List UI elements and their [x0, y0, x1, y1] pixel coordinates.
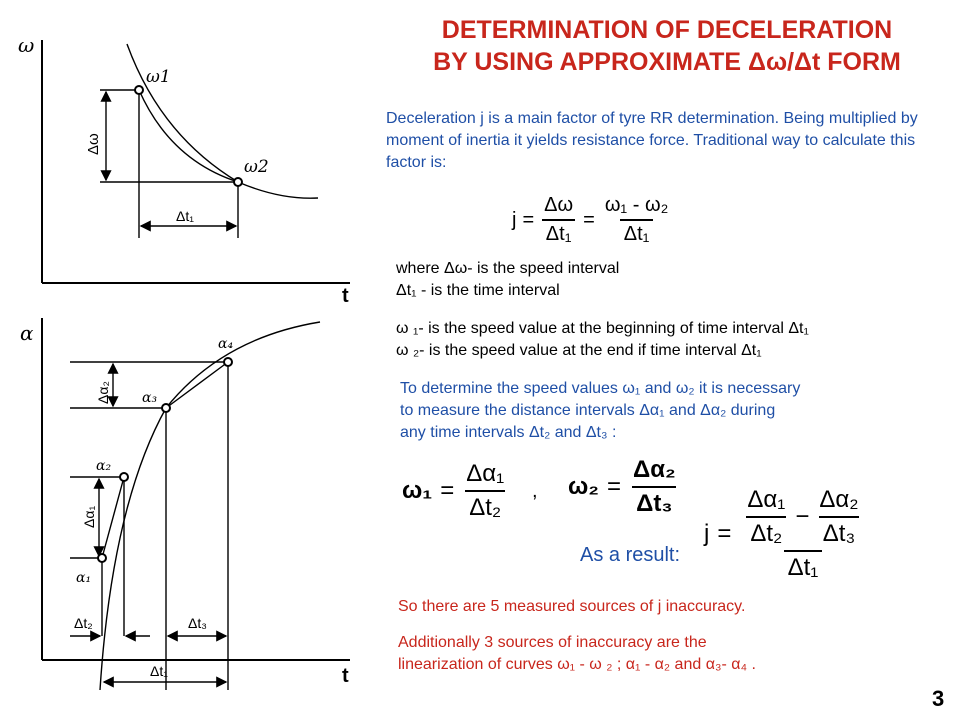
conclusion-2-line-2: linearization of curves ω₁ - ω ₂ ; α₁ - …	[398, 656, 756, 673]
formula1-den2: Δt₁	[619, 219, 654, 246]
omega2-frac: Δα₂ Δt₃	[629, 456, 680, 518]
speed-time-graph	[41, 40, 350, 284]
title-line-1: DETERMINATION OF DECELERATION	[441, 16, 893, 44]
omega2-label: ω2	[244, 157, 269, 177]
omega2-symbol: ω₂	[568, 473, 599, 500]
deceleration-diagrams: ω t ω1 ω2 Δω Δt₁ α t α₁ α₂ α₃ α₄ Δα₂ Δα₁…	[18, 33, 350, 691]
formula1-frac2: ω₁ - ω₂ Δt₁	[601, 194, 673, 246]
delta-t2-label: Δt₂	[74, 615, 93, 631]
definition-omega1: ω ₁- is the speed value at the beginning…	[396, 320, 809, 337]
distance-time-graph	[41, 318, 350, 691]
delta-alpha1-label: Δα₁	[81, 506, 97, 528]
result-minus: −	[795, 503, 810, 530]
result-b-num: Δα₂	[819, 486, 859, 513]
formula-omega1: ω₁ = Δα₁ Δt₂	[402, 460, 508, 522]
slide-title: DETERMINATION OF DECELERATION BY USING A…	[372, 14, 960, 78]
result-denominator: Δt₁	[783, 550, 823, 582]
speed-text-line-1: To determine the speed values ω₁ and ω₂ …	[400, 380, 801, 397]
conclusion-1: So there are 5 measured sources of j ina…	[398, 598, 746, 615]
time-axis-bottom-label: t	[342, 665, 349, 687]
intro-part-1: Deceleration j is a main factor of tyre …	[386, 110, 918, 149]
omega1-eq: =	[440, 477, 455, 504]
conclusion-2: Additionally 3 sources of inaccuracy are…	[398, 632, 938, 676]
formula-traditional: j = Δω Δt₁ = ω₁ - ω₂ Δt₁	[512, 194, 672, 246]
result-frac-a: Δα₁ Δt₂	[743, 486, 789, 548]
page-number: 3	[932, 686, 945, 711]
result-numerator: Δα₁ Δt₂ − Δα₂ Δt₃	[739, 486, 866, 550]
omega1-symbol: ω₁	[402, 477, 433, 504]
formula-result: j = Δα₁ Δt₂ − Δα₂ Δt₃ Δt₁	[704, 486, 867, 582]
distance-curve	[99, 321, 321, 691]
delta-t1-bottom-label: Δt₁	[150, 663, 168, 679]
definition-delta-omega: where Δω- is the speed interval	[396, 260, 620, 277]
title-line-2: BY USING APPROXIMATE Δω/Δt FORM	[433, 48, 901, 76]
result-a-den: Δt₂	[746, 516, 787, 548]
time-axis-top-label: t	[342, 285, 349, 307]
formula1-frac1: Δω Δt₁	[540, 194, 577, 246]
delta-t1-top-label: Δt₁	[176, 208, 194, 224]
formula-comma: ,	[532, 480, 538, 502]
definition-omega2: ω ₂- is the speed value at the end if ti…	[396, 342, 762, 359]
omega2-den: Δt₃	[632, 486, 677, 518]
result-j: j	[704, 520, 710, 547]
speed-chord-curve	[138, 89, 239, 183]
formula1-den1: Δt₁	[541, 219, 576, 246]
omega2-eq: =	[606, 473, 621, 500]
formula1-eq2: =	[583, 208, 595, 231]
result-label: As a result:	[580, 544, 681, 566]
omega1-label: ω1	[146, 67, 171, 87]
distance-chord-2	[165, 361, 229, 409]
omega2-num: Δα₂	[632, 456, 676, 483]
alpha1-label: α₁	[76, 570, 91, 586]
intro-part-2: Traditional way to calculate this factor…	[386, 132, 916, 171]
point-alpha3	[161, 403, 171, 413]
result-eq: =	[717, 520, 732, 547]
omega1-num: Δα₁	[466, 460, 505, 487]
alpha3-label: α₃	[142, 390, 157, 406]
result-main-frac: Δα₁ Δt₂ − Δα₂ Δt₃ Δt₁	[739, 486, 866, 582]
result-frac-b: Δα₂ Δt₃	[815, 486, 862, 548]
result-b-den: Δt₃	[818, 516, 860, 548]
alpha4-label: α₄	[218, 336, 233, 352]
point-alpha2	[119, 472, 129, 482]
delta-alpha2-label: Δα₂	[95, 381, 111, 404]
delta-omega-label: Δω	[85, 133, 102, 155]
point-omega1	[134, 85, 144, 95]
speed-text-line-2: to measure the distance intervals Δα₁ an…	[400, 402, 776, 419]
point-alpha4	[223, 357, 233, 367]
alpha2-label: α₂	[96, 458, 111, 474]
definition-delta-t1: Δt₁ - is the time interval	[396, 282, 560, 299]
speed-text-line-3: any time intervals Δt₂ and Δt₃ :	[400, 424, 617, 441]
speed-measurement-text: To determine the speed values ω₁ and ω₂ …	[400, 378, 950, 444]
alpha-axis-label: α	[20, 321, 34, 345]
omega-axis-label: ω	[18, 33, 34, 57]
formula-omega2: ω₂ = Δα₂ Δt₃	[568, 456, 680, 518]
definitions-block-2: ω ₁- is the speed value at the beginning…	[396, 318, 956, 362]
omega1-frac: Δα₁ Δt₂	[462, 460, 508, 522]
formula1-eq1: =	[522, 208, 535, 231]
definitions-block-1: where Δω- is the speed interval Δt₁ - is…	[396, 258, 956, 302]
omega1-den: Δt₂	[465, 490, 506, 522]
intro-paragraph: Deceleration j is a main factor of tyre …	[386, 108, 934, 174]
point-omega2	[233, 177, 243, 187]
formula1-num1: Δω	[544, 194, 574, 216]
distance-chord-1	[101, 476, 125, 559]
delta-t3-label: Δt₃	[188, 615, 207, 631]
conclusion-2-line-1: Additionally 3 sources of inaccuracy are…	[398, 634, 707, 651]
formula1-j: j	[512, 208, 517, 231]
formula1-num2: ω₁ - ω₂	[604, 194, 669, 216]
speed-curve	[126, 43, 319, 199]
point-alpha1	[97, 553, 107, 563]
result-a-num: Δα₁	[747, 486, 786, 513]
